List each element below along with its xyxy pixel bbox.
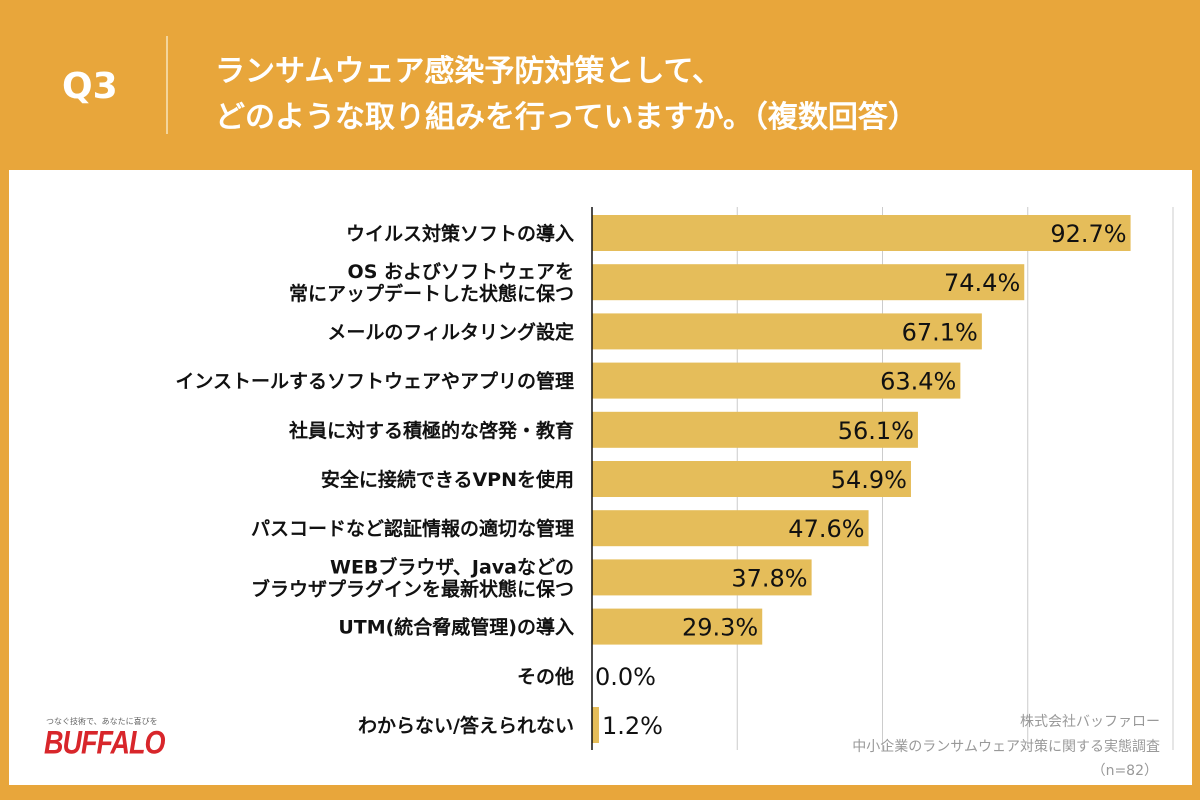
category-label: メールのフィルタリング設定 (327, 320, 574, 343)
category-label: UTM(統合脅威管理)の導入 (338, 616, 574, 639)
value-label: 74.4% (944, 269, 1020, 297)
category-label: 常にアップデートした状態に保つ (289, 282, 574, 305)
bar (592, 608, 763, 645)
category-label: WEBブラウザ、Javaなどの (330, 555, 574, 578)
bar (592, 510, 869, 547)
category-label: 安全に接続できるVPNを使用 (321, 468, 574, 491)
title-line-2: どのような取り組みを行っていますか。（複数回答） (215, 100, 918, 135)
title-line-1: ランサムウェア感染予防対策として、 (215, 54, 722, 89)
bar (592, 362, 961, 399)
value-label: 67.1% (902, 318, 978, 346)
category-label: OS およびソフトウェアを (348, 261, 574, 283)
divider (166, 36, 168, 134)
buffalo-logo: BUFFALO (44, 724, 165, 761)
source-company: 株式会社バッファロー (1020, 714, 1160, 730)
bar (592, 264, 1025, 301)
value-label: 92.7% (1050, 220, 1126, 248)
value-label: 56.1% (838, 417, 914, 445)
category-label: ブラウザプラグインを最新状態に保つ (251, 577, 574, 600)
sample-size: （n=82） (1091, 763, 1158, 779)
bar (592, 707, 599, 743)
category-label: インストールするソフトウェアやアプリの管理 (175, 370, 574, 393)
source-survey: 中小企業のランサムウェア対策に関する実態調査 (852, 739, 1160, 755)
bar (592, 559, 812, 596)
bar (592, 313, 982, 350)
question-number: Q3 (62, 66, 118, 107)
value-label: 54.9% (831, 466, 907, 494)
value-label: 37.8% (731, 564, 807, 592)
category-label: パスコードなど認証情報の適切な管理 (251, 517, 574, 540)
category-label: わからない/答えられない (358, 714, 574, 737)
logo-tagline: つなぐ技術で、あなたに喜びを (46, 717, 158, 726)
value-label: 1.2% (602, 712, 663, 740)
value-label: 47.6% (788, 515, 864, 543)
value-label: 29.3% (682, 614, 758, 642)
bar (592, 215, 1131, 251)
value-label: 0.0% (595, 663, 656, 691)
bar (592, 411, 918, 448)
category-label: ウイルス対策ソフトの導入 (346, 222, 574, 245)
value-label: 63.4% (880, 368, 956, 396)
category-label: 社員に対する積極的な啓発・教育 (288, 419, 574, 442)
category-label: その他 (517, 665, 574, 688)
bar (592, 461, 911, 497)
